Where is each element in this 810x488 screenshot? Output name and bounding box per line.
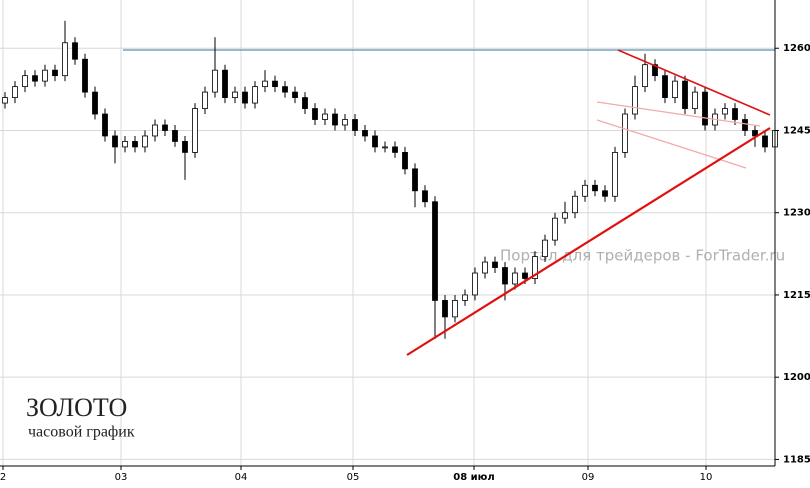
candle-body xyxy=(132,141,138,148)
candle-body xyxy=(742,119,748,131)
candle-body xyxy=(462,294,468,301)
candle-body xyxy=(572,195,578,214)
candle-body xyxy=(632,86,638,115)
y-tick-label: 1230 xyxy=(783,208,810,219)
candle-body xyxy=(552,217,558,241)
candle-body xyxy=(442,300,448,318)
candle-body xyxy=(512,272,518,285)
candle-body xyxy=(112,135,118,148)
candle-body xyxy=(152,124,158,137)
candle-body xyxy=(372,135,378,148)
candle-body xyxy=(582,184,588,197)
candle-body xyxy=(482,261,488,274)
chart-subtitle: часовой график xyxy=(28,424,135,441)
candle-body xyxy=(732,108,738,120)
candle-body xyxy=(192,108,198,153)
candle-body xyxy=(252,86,258,104)
candle-body xyxy=(532,256,538,279)
candle-body xyxy=(262,80,268,88)
candle-body xyxy=(602,190,608,197)
candle-body xyxy=(72,42,78,60)
candle-body xyxy=(342,119,348,126)
candle-body xyxy=(62,42,68,77)
x-tick-label: 10 xyxy=(700,472,713,483)
candle-body xyxy=(302,97,308,109)
candles xyxy=(2,20,778,339)
candle-body xyxy=(362,130,368,137)
candle-body xyxy=(142,135,148,148)
candle-body xyxy=(642,64,648,88)
channel-line xyxy=(596,119,747,169)
candle-body xyxy=(412,168,418,192)
candle-body xyxy=(722,108,728,115)
candle-body xyxy=(352,119,358,131)
y-tick-label: 1200 xyxy=(783,372,810,383)
y-tick-label: 1185 xyxy=(783,454,810,465)
grid xyxy=(0,0,775,466)
candle-body xyxy=(32,75,38,82)
candle-body xyxy=(592,184,598,192)
candle-body xyxy=(672,80,678,98)
candle-body xyxy=(82,58,88,93)
y-tick-label: 1245 xyxy=(783,125,810,136)
candle-body xyxy=(402,152,408,170)
candle-body xyxy=(92,91,98,115)
candle-body xyxy=(682,80,688,109)
x-tick-label: 08 июл xyxy=(453,472,494,483)
x-tick-label: 09 xyxy=(582,472,595,483)
candle-body xyxy=(332,113,338,126)
candle-body xyxy=(432,201,438,301)
candle-body xyxy=(212,69,218,93)
chart-title: ЗОЛОТО xyxy=(26,393,127,422)
candle-body xyxy=(452,300,458,318)
support-trendline xyxy=(406,127,771,356)
x-tick-label: 2 xyxy=(0,472,6,483)
candle-body xyxy=(202,91,208,109)
candle-body xyxy=(562,212,568,219)
x-tick-label: 05 xyxy=(347,472,360,483)
candle-body xyxy=(12,86,18,98)
candle-body xyxy=(692,91,698,109)
candle-body xyxy=(652,64,658,77)
candle-body xyxy=(312,108,318,120)
x-tick-label: 04 xyxy=(235,472,248,483)
candle-body xyxy=(272,80,278,88)
candle-body xyxy=(752,130,758,137)
candle-body xyxy=(122,141,128,148)
candle-body xyxy=(242,91,248,104)
candle-body xyxy=(622,113,628,153)
y-tick-label: 1215 xyxy=(783,290,810,301)
candle-body xyxy=(422,190,428,203)
resistance-trendline xyxy=(617,49,771,116)
candle-body xyxy=(382,146,388,149)
candle-body xyxy=(162,124,168,131)
candle-body xyxy=(42,69,48,82)
candle-body xyxy=(2,97,8,104)
candle-body xyxy=(702,91,708,126)
x-tick-label: 03 xyxy=(115,472,128,483)
candle-body xyxy=(292,91,298,98)
candle-body xyxy=(232,91,238,98)
candle-body xyxy=(472,272,478,296)
candle-body xyxy=(102,113,108,137)
y-tick-label: 1260 xyxy=(783,43,810,54)
candle-body xyxy=(662,75,668,98)
candle-body xyxy=(762,135,768,148)
candle-body xyxy=(322,113,328,120)
candle-body xyxy=(492,261,498,268)
channel-line xyxy=(596,101,761,127)
candle-body xyxy=(612,152,618,197)
candle-body xyxy=(282,86,288,93)
candle-body xyxy=(502,267,508,285)
candle-body xyxy=(522,272,528,279)
candle-body xyxy=(52,69,58,77)
candle-body xyxy=(392,146,398,153)
candle-body xyxy=(182,141,188,153)
candle-body xyxy=(22,75,28,88)
candle-body xyxy=(172,130,178,142)
candle-body xyxy=(222,69,228,98)
candle-body xyxy=(542,239,548,257)
